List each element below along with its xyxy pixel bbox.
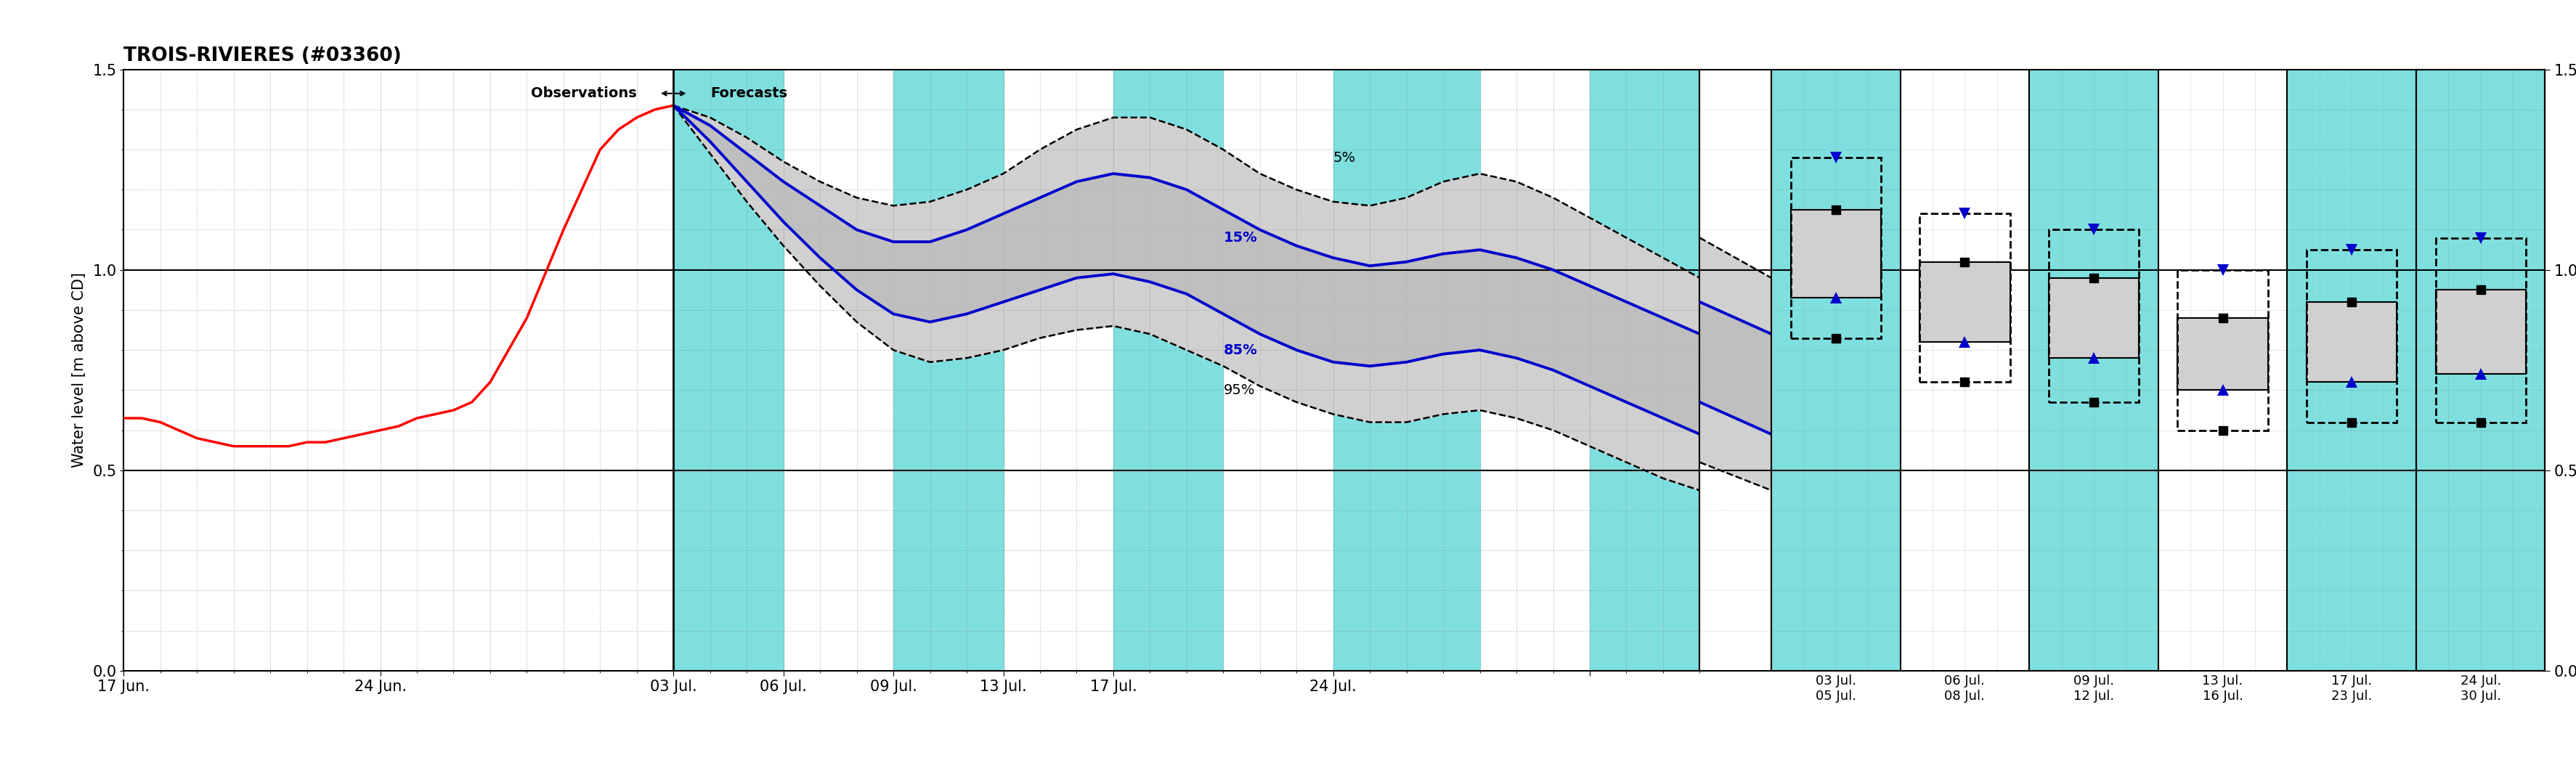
Bar [2177,318,2267,390]
X-axis label: 03 Jul.
05 Jul.: 03 Jul. 05 Jul. [1816,675,1857,703]
Bar [2048,278,2138,358]
Bar [2434,290,2524,374]
Bar [894,69,1002,671]
Text: 85%: 85% [1224,343,1257,357]
Bar [2048,230,2138,402]
Bar [2177,270,2267,430]
Text: 95%: 95% [1224,383,1255,397]
Bar [1790,210,1880,298]
Bar [2434,237,2524,423]
Bar [1919,214,2009,382]
Bar [672,69,783,671]
Text: 15%: 15% [1224,231,1257,244]
X-axis label: 24 Jul.
30 Jul.: 24 Jul. 30 Jul. [2460,675,2501,703]
Bar [2306,302,2396,382]
Bar [1919,262,2009,342]
Bar [1334,69,1479,671]
Bar [2306,250,2396,423]
Bar [1790,157,1880,338]
Bar [1919,262,2009,342]
X-axis label: 13 Jul.
16 Jul.: 13 Jul. 16 Jul. [2202,675,2244,703]
Bar [2177,318,2267,390]
X-axis label: 09 Jul.
12 Jul.: 09 Jul. 12 Jul. [2074,675,2115,703]
Bar [1113,69,1224,671]
Bar [2048,278,2138,358]
X-axis label: 17 Jul.
23 Jul.: 17 Jul. 23 Jul. [2331,675,2372,703]
Y-axis label: Water level [m above CD]: Water level [m above CD] [72,272,88,468]
Bar [1790,210,1880,298]
Text: 5%: 5% [1334,150,1355,164]
Bar [2306,302,2396,382]
Text: Forecasts: Forecasts [711,86,788,100]
Bar [1589,69,1700,671]
X-axis label: 06 Jul.
08 Jul.: 06 Jul. 08 Jul. [1945,675,1986,703]
Text: TROIS-RIVIERES (#03360): TROIS-RIVIERES (#03360) [124,47,402,66]
Bar [1700,69,1772,671]
Text: Observations: Observations [531,86,636,100]
Bar [2434,290,2524,374]
